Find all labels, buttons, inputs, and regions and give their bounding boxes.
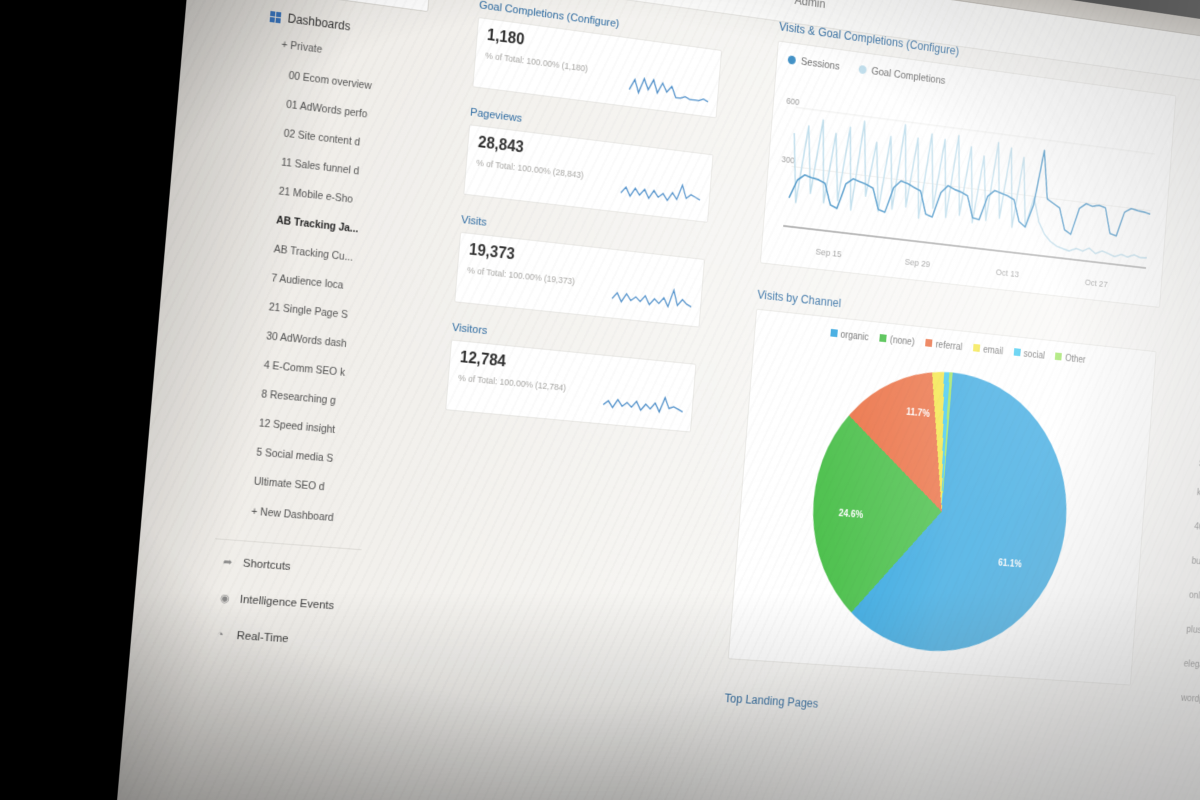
svg-text:600: 600	[786, 96, 800, 107]
sidebar-dashboard-list: 00 Ecom overview 01 AdWords perfo 02 Site …	[229, 59, 444, 509]
sidebar-item-real-time[interactable]: ◔ Real-Time	[216, 629, 397, 653]
pie-percent-label: 61.1%	[997, 558, 1023, 571]
metric-sparkline	[600, 386, 686, 425]
sidebar: Dashboards + Private 00 Ecom overview 01 …	[214, 0, 452, 676]
nav-tab-customization[interactable]: Customization	[675, 0, 752, 14]
legend-dot-icon	[787, 55, 797, 65]
sparkline-svg	[610, 280, 695, 316]
x-tick-label: Sep 15	[815, 246, 843, 261]
sparkline-svg	[627, 68, 712, 105]
pie-legend-swatch-icon	[829, 328, 838, 338]
pie-chart: 61.1% 24.6% 11.7%	[740, 336, 1144, 675]
svg-text:300: 300	[781, 155, 795, 166]
monitor-screen: Google Analytics HomeReportingCustomizat…	[95, 0, 1200, 800]
pie-legend-swatch-icon	[1055, 352, 1063, 361]
referrer-source: koozai.com	[1196, 486, 1200, 502]
metric-card: Visitors 12,784% of Total: 100.00% (12,78…	[445, 322, 698, 433]
right-column: Top Non-Branded Keywords (Configure) Key…	[1179, 95, 1200, 743]
x-tick-label: Oct 27	[1084, 277, 1108, 291]
referrer-source: elegantthemes.com	[1183, 658, 1200, 674]
referrer-source: wordpress.com	[1180, 692, 1200, 707]
sidebar-item-intelligence-events[interactable]: ◉ Intelligence Events	[220, 592, 401, 616]
charts-column: Visits & Goal Completions (Configure) Se…	[724, 20, 1178, 729]
metric-cards-column: Goal Completions (Configure) 1,180% of To…	[444, 0, 724, 452]
pie-legend-item-none[interactable]: (none)	[879, 334, 915, 348]
referrer-row[interactable]: business2community.com12	[1191, 555, 1200, 587]
sidebar-item-shortcuts[interactable]: ➦ Shortcuts	[223, 556, 404, 581]
metric-sparkline	[618, 174, 703, 215]
referrer-source: onlinemediamasters.com	[1188, 589, 1200, 608]
legend-item-sessions[interactable]: Sessions	[787, 54, 840, 73]
metric-sparkline	[627, 68, 712, 110]
metric-card: Visits 19,373% of Total: 100.00% (19,373)	[454, 214, 706, 328]
pie-legend-item-email[interactable]: email	[972, 343, 1003, 357]
sparkline-svg	[601, 386, 686, 421]
legend-dot-icon	[858, 64, 867, 75]
x-tick-label: Oct 13	[995, 267, 1020, 281]
pie-percent-label: 11.7%	[905, 407, 931, 420]
pie-percent-label: 24.6%	[838, 508, 864, 521]
metric-sparkline	[609, 280, 694, 320]
sidebar-footer-label: Real-Time	[236, 629, 289, 646]
sidebar-section-label: Dashboards	[287, 11, 352, 34]
referrer-row[interactable]: koozai.com229	[1197, 487, 1200, 521]
referrer-source: plus.url.google.com	[1185, 623, 1200, 640]
x-tick-label: Sep 29	[904, 256, 931, 271]
intelligence-events-icon: ◉	[219, 592, 231, 606]
referrer-source: business2community.com	[1191, 555, 1200, 574]
sidebar-footer-label: Shortcuts	[242, 557, 292, 574]
pie-legend-item-social[interactable]: social	[1013, 348, 1045, 361]
referrer-row[interactable]: onlinemediamasters.com12	[1189, 590, 1200, 621]
nav-tab-admin[interactable]: Admin	[794, 0, 826, 11]
sidebar-divider	[215, 538, 362, 551]
top-landing-pages-title[interactable]: Top Landing Pages	[724, 691, 819, 711]
pie-legend-swatch-icon	[1013, 348, 1021, 357]
referrer-row[interactable]: wordpress.com7	[1181, 693, 1200, 721]
pie-legend-item-organic[interactable]: organic	[829, 328, 869, 343]
line-chart-box: Sessions Goal Completions 300 600 Sep 15 Se…	[759, 40, 1177, 308]
pie-legend-swatch-icon	[972, 343, 981, 352]
dashboards-grid-icon	[269, 10, 282, 23]
pie-legend-swatch-icon	[925, 338, 933, 348]
pie-legend-item-referral[interactable]: referral	[925, 338, 963, 353]
sidebar-footer: ➦ Shortcuts ◉ Intelligence Events ◔ Real-Time	[216, 556, 403, 652]
sidebar-footer-label: Intelligence Events	[239, 593, 335, 613]
referrer-rows: koozai.com22940defiebre.com17business2co…	[1181, 487, 1200, 720]
referrer-row[interactable]: 40defiebre.com17	[1194, 521, 1200, 554]
visits-by-channel-card: Visits by Channel organic (none) referral e…	[727, 288, 1158, 686]
referrer-row[interactable]: plus.url.google.com7	[1186, 624, 1200, 654]
pie-legend-swatch-icon	[879, 334, 887, 343]
legend-item-goal-completions[interactable]: Goal Completions	[858, 64, 946, 87]
referrer-row[interactable]: elegantthemes.com14	[1183, 658, 1200, 687]
shortcuts-icon: ➦	[222, 556, 233, 569]
metric-card: Pageviews 28,843% of Total: 100.00% (28,8…	[463, 107, 715, 223]
referrer-source: 40defiebre.com	[1193, 521, 1200, 537]
pie-legend-item-Other[interactable]: Other	[1055, 352, 1086, 366]
pie-chart-box: organic (none) referral email social Other 61…	[727, 308, 1157, 686]
real-time-icon: ◔	[216, 628, 225, 642]
sparkline-svg	[618, 174, 703, 211]
metric-card: Goal Completions (Configure) 1,180% of To…	[472, 0, 723, 119]
search-input[interactable]	[272, 0, 431, 13]
